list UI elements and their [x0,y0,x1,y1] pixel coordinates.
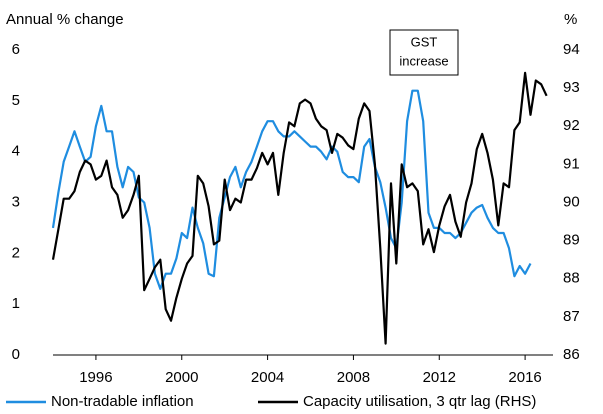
series-line [51,71,548,345]
y2-axis-label: % [564,11,577,28]
x-tick-label: 1996 [79,369,112,386]
y-tick-label: 4 [12,143,20,160]
y2-tick-label: 90 [563,193,580,210]
annotation: increase [399,53,448,68]
x-tick-label: 2008 [337,369,370,386]
y2-tick-label: 87 [563,308,580,325]
legend-label: Non-tradable inflation [51,393,194,410]
y-tick-label: 3 [12,193,20,210]
y-tick-label: 5 [12,92,20,109]
y-tick-label: 2 [12,244,20,261]
legend-label: Capacity utilisation, 3 qtr lag (RHS) [303,393,536,410]
x-tick-label: 2004 [251,369,284,386]
x-tick-label: 2000 [165,369,198,386]
y2-tick-label: 93 [563,79,580,96]
y2-tick-label: 92 [563,117,580,134]
y2-tick-label: 86 [563,346,580,363]
y2-tick-label: 91 [563,155,580,172]
y2-tick-label: 88 [563,270,580,287]
y2-tick-label: 89 [563,232,580,249]
y-tick-label: 0 [12,346,20,363]
x-tick-label: 2012 [423,369,456,386]
y2-tick-label: 94 [563,41,580,58]
x-tick-label: 2016 [508,369,541,386]
annotation: GST [411,34,438,49]
y-tick-label: 6 [12,41,20,58]
annotation-box [389,29,459,76]
y-tick-label: 1 [12,295,20,312]
series-line [51,89,532,290]
y-axis-label: Annual % change [6,11,124,28]
